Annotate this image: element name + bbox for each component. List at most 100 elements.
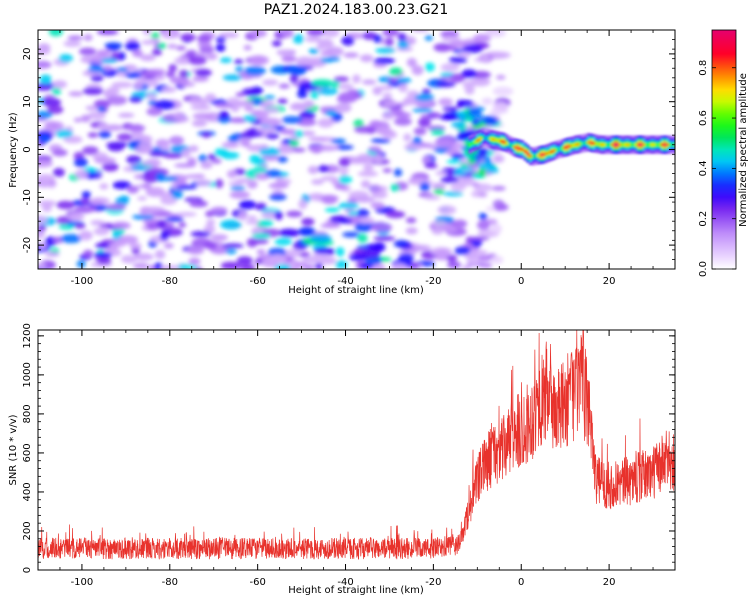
spectrogram-cell — [260, 118, 282, 126]
spectrogram-cell — [397, 77, 412, 84]
spectrogram-cell — [38, 224, 47, 232]
spectrogram-cell — [63, 40, 82, 47]
spectrogram-cell — [87, 111, 106, 120]
spectrogram-cell — [397, 40, 409, 49]
spectrogram-cell — [469, 249, 488, 255]
spectrogram-cell — [372, 86, 383, 96]
spectrogram-cell — [338, 202, 359, 210]
spectrogram-cell — [473, 33, 491, 43]
spectrogram-track-cell — [587, 140, 590, 144]
spectrogram-cell — [446, 254, 458, 262]
spectrogram-cell — [405, 217, 417, 224]
spectrogram-cell — [439, 76, 455, 81]
spectrogram-cell — [467, 156, 476, 165]
spectrogram-cell — [215, 178, 224, 189]
spectrogram-cell — [360, 250, 381, 259]
spectrogram-cell — [442, 106, 459, 112]
spectrogram-cell — [341, 35, 355, 46]
spectrogram-cell — [94, 157, 116, 165]
spectrogram-cell — [105, 203, 126, 211]
chart-title: PAZ1.2024.183.00.23.G21 — [264, 2, 449, 18]
spectrogram-cell — [278, 83, 290, 89]
spectrogram-cell — [142, 30, 152, 36]
spectrogram-cell — [411, 30, 429, 33]
spectrogram-cell — [287, 65, 307, 74]
spectrogram-noise — [38, 30, 514, 269]
spectrogram-cell — [297, 251, 311, 258]
spectrogram-cell — [478, 162, 494, 169]
spectrogram-cell — [93, 99, 111, 109]
spectrogram-cell — [285, 249, 301, 258]
spectrogram-cell — [230, 185, 246, 191]
spectrogram-track-cell — [624, 143, 627, 147]
spectrogram-cell — [126, 185, 139, 194]
spectrogram-cell — [52, 87, 62, 96]
snr-ytick-label: 400 — [22, 482, 33, 501]
spectrogram-cell — [373, 34, 383, 44]
spectrogram-cell — [414, 93, 435, 102]
spectrogram-xtick-label: -20 — [425, 276, 441, 287]
spectrogram-xtick-label: -100 — [71, 276, 94, 287]
spectrogram-track-cell — [634, 143, 638, 147]
spectrogram-cell — [58, 54, 73, 63]
spectrogram-cell — [262, 257, 278, 268]
spectrogram-cell — [38, 262, 47, 269]
spectrogram-cell — [68, 91, 84, 97]
spectrogram-cell — [165, 70, 176, 78]
spectrogram-cell — [263, 107, 280, 114]
spectrogram-cell — [219, 219, 242, 230]
spectrogram-cell — [460, 163, 469, 168]
spectrogram-track-cell — [618, 143, 622, 147]
spectrogram-track-cell — [642, 143, 646, 147]
spectrogram-cell — [146, 222, 158, 230]
spectrogram-cell — [382, 100, 400, 107]
spectrogram-cell — [82, 146, 99, 155]
spectrogram-cell — [278, 228, 300, 238]
snr-ytick-label: 200 — [22, 521, 33, 540]
colorbar-fill — [712, 30, 736, 269]
spectrogram-cell — [126, 155, 142, 165]
spectrogram-cell — [307, 165, 319, 175]
spectrogram-cell — [79, 230, 93, 241]
spectrogram-cell — [300, 130, 316, 136]
snr-xtick-label: 0 — [518, 577, 524, 588]
spectrogram-cell — [192, 75, 209, 82]
snr-ytick-label: 600 — [22, 443, 33, 462]
spectrogram-cell — [316, 145, 339, 152]
spectrogram-cell — [38, 215, 48, 225]
spectrogram-cell — [385, 37, 394, 47]
spectrogram-cell — [111, 81, 133, 89]
spectrogram-cell — [229, 191, 251, 199]
spectrogram-track-cell — [574, 143, 577, 147]
spectrogram-cell — [205, 52, 218, 61]
spectrogram-cell — [187, 246, 205, 255]
spectrogram-cell — [38, 84, 54, 91]
spectrogram-cell — [256, 249, 266, 255]
spectrogram-cell — [424, 162, 437, 168]
spectrogram-cell — [252, 109, 264, 116]
spectrogram-cell — [271, 40, 282, 47]
spectrogram-cell — [301, 218, 315, 226]
spectrogram-cell — [200, 160, 213, 169]
spectrogram-track-cell — [576, 142, 580, 146]
spectrogram-cell — [484, 30, 501, 34]
spectrogram-cell — [73, 117, 82, 123]
spectrogram-cell — [205, 210, 215, 218]
spectrogram-cell — [381, 111, 395, 120]
spectrogram-cell — [38, 241, 47, 250]
spectrogram-track-cell — [579, 142, 583, 146]
spectrogram-cell — [253, 166, 267, 173]
spectrogram-track-cell — [558, 147, 561, 151]
snr-xlabel: Height of straight line (km) — [288, 585, 424, 596]
spectrogram-cell — [450, 153, 467, 159]
spectrogram-track-cell — [660, 143, 664, 147]
spectrogram-track-cell — [518, 147, 522, 151]
spectrogram-cell — [360, 180, 371, 189]
spectrogram-track-cell — [471, 141, 475, 145]
spectrogram-cell — [317, 88, 339, 95]
spectrogram-cell — [179, 82, 196, 87]
spectrogram-cell — [427, 112, 442, 119]
spectrogram-track-cell — [508, 143, 511, 147]
spectrogram-cell — [246, 215, 257, 221]
spectrogram-track-cell — [550, 150, 554, 154]
